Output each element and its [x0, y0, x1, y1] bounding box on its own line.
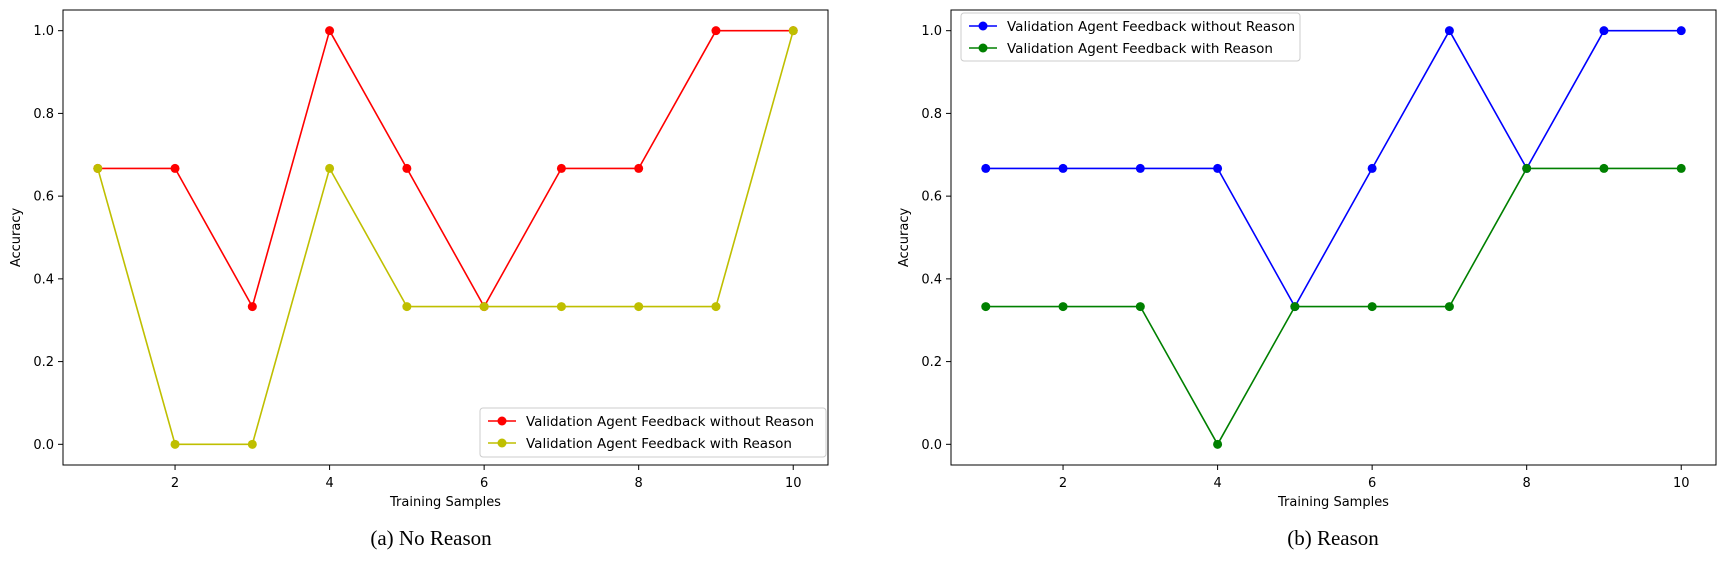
data-point — [556, 302, 566, 312]
data-point — [479, 302, 489, 312]
y-tick-label: 0.6 — [921, 190, 942, 205]
legend-label: Validation Agent Feedback without Reason — [526, 414, 814, 430]
x-axis-label: Training Samples — [1277, 495, 1389, 510]
data-point — [711, 26, 721, 36]
data-point — [981, 302, 991, 312]
x-tick-label: 4 — [325, 476, 333, 491]
legend-label: Validation Agent Feedback with Reason — [1007, 41, 1273, 57]
legend-marker — [497, 438, 507, 448]
x-tick-label: 6 — [1368, 476, 1376, 491]
data-point — [247, 439, 257, 449]
data-point — [1290, 302, 1300, 312]
data-point — [1135, 163, 1145, 173]
data-point — [981, 163, 991, 173]
data-point — [556, 163, 566, 173]
chart-reason: 2 4 6 8 10 0.0 0.2 0.4 0.6 0.8 1.0 Training Samples… — [897, 9, 1717, 550]
data-point — [170, 163, 180, 173]
data-point — [1367, 163, 1377, 173]
x-axis-label: Training Samples — [389, 495, 501, 510]
x-tick-label: 10 — [785, 476, 802, 491]
plot-frame — [62, 9, 829, 466]
y-tick-label: 1.0 — [33, 24, 54, 39]
data-point — [1444, 302, 1454, 312]
legend-marker — [497, 416, 507, 426]
x-tick-label: 6 — [480, 476, 488, 491]
y-tick-label: 0.0 — [33, 438, 54, 453]
plot-frame — [950, 9, 1717, 466]
data-point — [634, 302, 644, 312]
series-line — [985, 29, 1682, 308]
legend-marker — [978, 43, 988, 53]
series-line — [96, 30, 795, 446]
chart-no-reason: 2 4 6 8 10 0.0 0.2 0.4 0.6 0.8 1.0 Training Samples… — [9, 9, 829, 550]
y-tick-label: 0.4 — [33, 272, 54, 287]
data-point — [325, 163, 335, 173]
y-tick-label: 0.2 — [921, 355, 942, 370]
data-point — [1058, 163, 1068, 173]
data-point — [1522, 163, 1532, 173]
legend-box — [479, 407, 827, 458]
x-tick-label: 10 — [1673, 476, 1690, 491]
data-point — [634, 163, 644, 173]
y-tick-label: 1.0 — [921, 24, 942, 39]
data-point — [1676, 26, 1686, 36]
figure-caption: (a) No Reason — [370, 526, 492, 550]
data-point — [1367, 302, 1377, 312]
data-point — [1135, 302, 1145, 312]
data-point — [1444, 26, 1454, 36]
data-point — [402, 302, 412, 312]
y-tick-label: 0.2 — [33, 355, 54, 370]
y-axis-label: Accuracy — [897, 208, 912, 268]
data-point — [1599, 163, 1609, 173]
data-point — [1599, 26, 1609, 36]
legend: Validation Agent Feedback without Reason… — [479, 407, 827, 458]
y-tick-label: 0.6 — [33, 190, 54, 205]
legend-box — [960, 12, 1301, 62]
data-point — [170, 439, 180, 449]
x-tick-label: 8 — [1523, 476, 1531, 491]
data-point — [1676, 163, 1686, 173]
y-tick-label: 0.0 — [921, 438, 942, 453]
data-point — [711, 302, 721, 312]
y-tick-label: 0.8 — [33, 107, 54, 122]
data-point — [93, 163, 103, 173]
legend-label: Validation Agent Feedback with Reason — [526, 436, 792, 452]
legend: Validation Agent Feedback without Reason… — [960, 12, 1301, 62]
series-line — [97, 29, 794, 308]
figure-caption: (b) Reason — [1287, 526, 1379, 550]
y-axis-label: Accuracy — [9, 208, 24, 268]
x-tick-label: 2 — [1059, 476, 1067, 491]
y-tick-label: 0.8 — [921, 107, 942, 122]
data-point — [1213, 439, 1223, 449]
x-tick-label: 4 — [1213, 476, 1221, 491]
legend-marker — [978, 21, 988, 31]
data-point — [402, 163, 412, 173]
data-point — [788, 26, 798, 36]
series-line — [985, 167, 1682, 446]
data-point — [247, 302, 257, 312]
legend-label: Validation Agent Feedback without Reason — [1007, 19, 1295, 35]
data-point — [1213, 163, 1223, 173]
data-point — [325, 26, 335, 36]
x-tick-label: 2 — [171, 476, 179, 491]
y-tick-label: 0.4 — [921, 272, 942, 287]
x-tick-label: 8 — [635, 476, 643, 491]
data-point — [1058, 302, 1068, 312]
